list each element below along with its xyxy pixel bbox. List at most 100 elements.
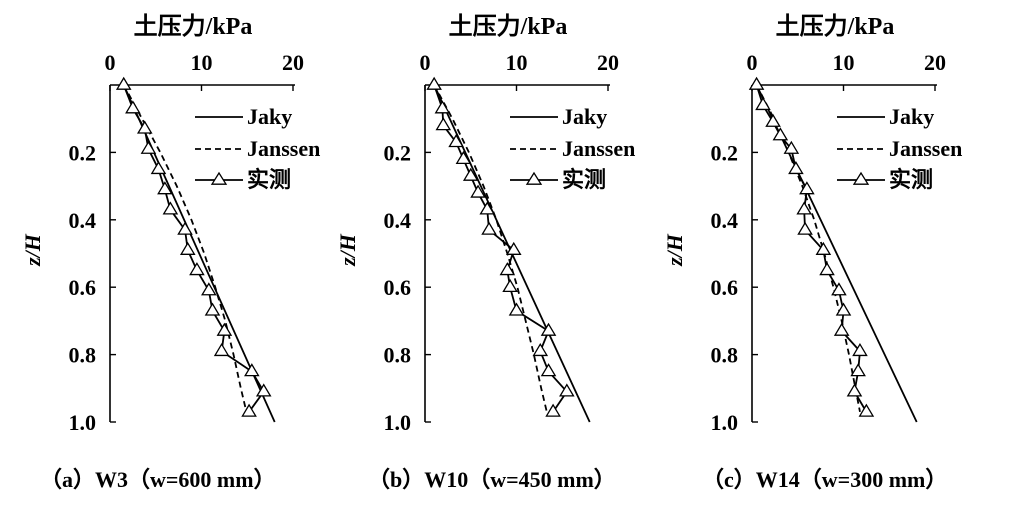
data-point-marker (505, 241, 522, 255)
data-point-marker (470, 184, 486, 198)
legend-label-实测: 实测 (247, 167, 291, 192)
panel-caption: （a）W3（w=600 mm） (40, 467, 276, 492)
chart-panel-1: 土压力/kPa 0 10 20 0.2 0.4 0.6 0.8 1.0 z/H Jaky Jansse… (20, 13, 320, 492)
x-tick-label: 20 (282, 50, 304, 75)
y-tick-label: 0.8 (384, 343, 412, 368)
x-tick-label: 0 (420, 50, 431, 75)
y-tick-label: 1.0 (384, 410, 412, 435)
x-axis-title: 土压力/kPa (449, 13, 568, 40)
data-point-marker (244, 363, 260, 377)
data-point-marker (241, 403, 257, 417)
data-point-marker (783, 140, 800, 154)
y-tick-label: 0.4 (711, 208, 739, 233)
data-point-marker (833, 322, 850, 336)
data-point-marker (748, 76, 765, 90)
data-point-marker (140, 140, 157, 154)
data-point-marker (179, 241, 196, 255)
series-line-实测 (433, 84, 568, 413)
data-point-marker (455, 150, 472, 164)
y-tick-label: 0.4 (384, 208, 412, 233)
y-tick-label: 0.2 (69, 140, 97, 165)
y-tick-label: 0.6 (711, 275, 739, 300)
legend-marker (210, 171, 228, 185)
chart-panel-3: 土压力/kPa 0 10 20 0.2 0.4 0.6 0.8 1.0 z/H Jaky Jansse… (662, 13, 962, 492)
data-point-marker (435, 117, 452, 131)
y-tick-label: 0.6 (384, 275, 412, 300)
data-point-marker (255, 383, 272, 397)
x-axis-title: 土压力/kPa (134, 13, 253, 40)
data-point-marker (772, 127, 789, 141)
data-point-marker (532, 342, 549, 357)
data-point-marker (559, 383, 575, 397)
y-tick-label: 0.4 (69, 208, 97, 233)
data-point-marker (850, 363, 866, 377)
y-axis-label: z/H (20, 233, 45, 267)
legend-label-实测: 实测 (562, 167, 606, 192)
data-point-marker (125, 100, 141, 114)
x-tick-label: 20 (597, 50, 619, 75)
data-point-marker (213, 342, 230, 357)
y-tick-label: 1.0 (69, 410, 97, 435)
data-point-marker (540, 363, 557, 377)
data-point-marker (755, 96, 771, 111)
panel-caption: （b）W10（w=450 mm） (368, 467, 616, 492)
legend-label-Janssen: Janssen (889, 136, 962, 161)
y-tick-label: 0.2 (384, 140, 412, 165)
legend-label-Jaky: Jaky (562, 104, 607, 129)
y-tick-label: 1.0 (711, 410, 739, 435)
data-point-marker (136, 120, 153, 134)
legend-label-Jaky: Jaky (247, 104, 292, 129)
y-axis-label: z/H (335, 233, 360, 267)
data-point-marker (858, 403, 875, 417)
data-point-marker (157, 181, 173, 195)
series-line-Janssen (122, 84, 249, 416)
data-point-marker (204, 302, 221, 316)
y-axis-label: z/H (662, 233, 687, 267)
data-point-marker (508, 302, 525, 316)
data-point-marker (434, 100, 451, 114)
y-tick-label: 0.6 (69, 275, 97, 300)
data-point-marker (819, 262, 835, 276)
data-point-marker (788, 160, 804, 175)
data-point-marker (201, 282, 217, 296)
series-line-Janssen (755, 84, 861, 413)
data-point-marker (815, 241, 832, 255)
data-point-marker (852, 342, 868, 357)
legend-label-Jaky: Jaky (889, 104, 934, 129)
data-point-marker (162, 201, 179, 215)
x-tick-label: 0 (747, 50, 758, 75)
x-tick-label: 0 (105, 50, 116, 75)
x-axis-title: 土压力/kPa (776, 13, 895, 40)
data-point-marker (499, 262, 516, 276)
legend-label-Janssen: Janssen (247, 136, 320, 161)
y-tick-label: 0.8 (711, 343, 739, 368)
legend-label-实测: 实测 (889, 167, 933, 192)
data-point-marker (831, 282, 847, 296)
data-point-marker (799, 181, 815, 195)
data-point-marker (765, 113, 781, 127)
data-point-marker (481, 221, 497, 235)
data-point-marker (426, 76, 442, 90)
data-point-marker (797, 221, 813, 235)
legend-marker (852, 171, 870, 185)
x-tick-label: 10 (191, 50, 213, 75)
data-point-marker (462, 167, 479, 181)
legend-marker (525, 171, 543, 185)
data-point-marker (796, 201, 812, 215)
data-point-marker (479, 201, 496, 215)
legend-label-Janssen: Janssen (562, 136, 635, 161)
x-tick-label: 20 (924, 50, 946, 75)
data-point-marker (448, 134, 464, 148)
data-point-marker (150, 160, 167, 175)
data-point-marker (216, 322, 233, 336)
chart-panel-2: 土压力/kPa 0 10 20 0.2 0.4 0.6 0.8 1.0 z/H Jaky Jansse… (335, 13, 635, 492)
panel-caption: （c）W14（w=300 mm） (702, 467, 947, 492)
data-point-marker (545, 403, 561, 417)
data-point-marker (189, 262, 205, 276)
data-point-marker (846, 383, 863, 397)
data-point-marker (115, 76, 132, 90)
data-point-marker (540, 322, 557, 336)
data-point-marker (502, 278, 518, 293)
data-point-marker (177, 221, 193, 235)
